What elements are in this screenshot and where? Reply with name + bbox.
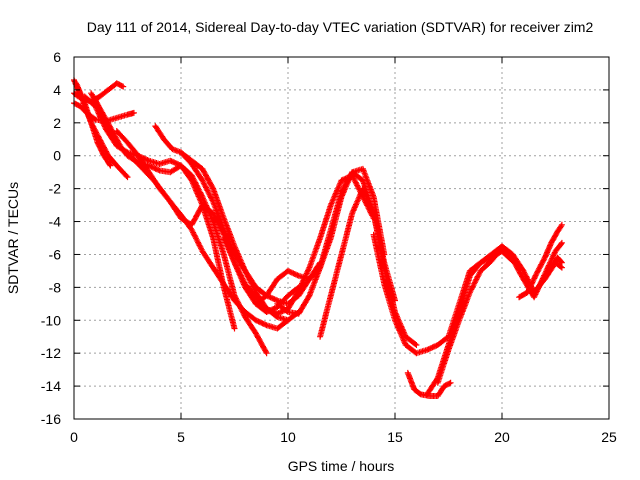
- y-tick-label: -14: [41, 378, 61, 394]
- y-tick-label: -6: [49, 246, 62, 262]
- y-tick-label: -4: [49, 214, 62, 230]
- y-tick-label: -8: [49, 279, 62, 295]
- y-tick-label: 6: [53, 49, 61, 65]
- x-tick-label: 15: [387, 429, 403, 445]
- chart-title: Day 111 of 2014, Sidereal Day-to-day VTE…: [87, 19, 594, 35]
- data-series-track-20: [531, 254, 565, 297]
- plot-frame: [73, 56, 610, 420]
- y-tick-label: -12: [41, 345, 61, 361]
- grid: [74, 57, 609, 419]
- y-axis-label: SDTVAR / TECUs: [5, 182, 21, 294]
- y-tick-label: 4: [53, 82, 61, 98]
- plot-area: [71, 77, 565, 399]
- x-tick-label: 20: [494, 429, 510, 445]
- data-series-track-10: [178, 149, 324, 307]
- y-tick-label: 0: [53, 148, 61, 164]
- x-tick-label: 10: [280, 429, 296, 445]
- data-series-track-14: [317, 185, 420, 348]
- x-axis-label: GPS time / hours: [288, 458, 395, 474]
- y-tick-label: -2: [49, 181, 62, 197]
- y-tick-label: 2: [53, 115, 61, 131]
- data-series-track-16: [404, 369, 454, 399]
- y-tick-label: -10: [41, 312, 61, 328]
- axis-ticks: 0 5 10 15 20 25 -16 -14 -12 -10 -8 -6 -4 -2 0 2 4 6: [41, 49, 617, 445]
- data-series-track-7: [88, 90, 291, 332]
- x-tick-label: 0: [70, 429, 78, 445]
- x-tick-label: 25: [601, 429, 617, 445]
- data-series-track-19: [516, 221, 565, 301]
- data-series-track-11: [220, 172, 377, 317]
- y-tick-label: -16: [41, 411, 61, 427]
- data-series-track-13: [274, 165, 388, 317]
- x-tick-label: 5: [177, 429, 185, 445]
